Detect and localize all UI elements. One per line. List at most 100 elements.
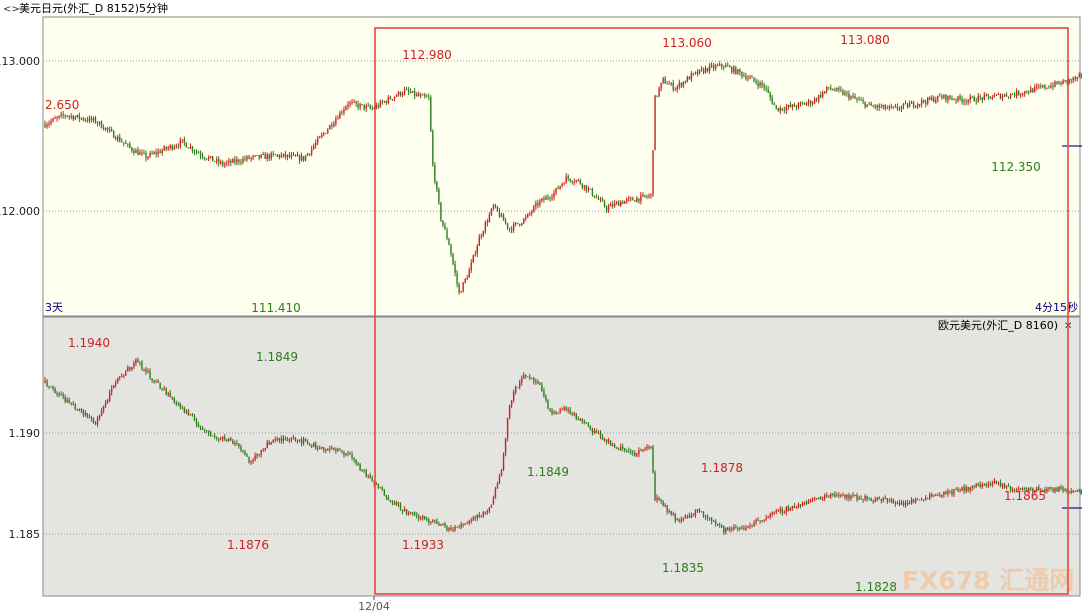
candle-body — [864, 101, 866, 107]
candle-body — [579, 418, 581, 420]
candle-body — [139, 152, 141, 155]
candle-body — [706, 67, 709, 71]
candle-body — [123, 375, 125, 377]
candle-body — [650, 194, 652, 196]
candle-body — [1066, 489, 1068, 492]
candle-body — [674, 513, 676, 521]
candle-body — [1001, 96, 1004, 99]
candle-body — [460, 291, 462, 293]
candle-body — [472, 255, 474, 263]
candle-body — [48, 123, 50, 125]
candle-body — [559, 186, 561, 189]
candle-body — [498, 211, 501, 217]
candle-body — [710, 517, 713, 522]
candle-body — [218, 159, 220, 164]
candle-body — [765, 517, 767, 520]
candle-body — [563, 183, 565, 185]
candle-body — [834, 90, 836, 92]
top-panel — [42, 16, 1081, 317]
candle-body — [844, 494, 846, 498]
candle-body — [628, 450, 630, 452]
candle-body — [904, 103, 907, 105]
candle-body — [733, 527, 735, 530]
candle-body — [476, 245, 478, 254]
candle-body — [409, 91, 412, 93]
candle-body — [420, 95, 422, 97]
candle-body — [288, 154, 291, 157]
candle-body — [440, 524, 442, 526]
candle-body — [872, 501, 874, 502]
candle-body — [1048, 487, 1050, 489]
candle-body — [1003, 94, 1006, 97]
candle-body — [133, 150, 135, 153]
candle-body — [698, 509, 701, 512]
candle-body — [1072, 490, 1074, 493]
candle-body — [270, 442, 272, 445]
candle-body — [561, 409, 563, 411]
candle-body — [779, 108, 781, 112]
candle-body — [218, 438, 220, 440]
candle-body — [527, 376, 529, 378]
candle-body — [868, 498, 870, 500]
candle-body — [472, 517, 474, 521]
candle-body — [870, 103, 872, 106]
candle-body — [462, 282, 464, 292]
candle-body — [106, 127, 109, 130]
candle-body — [955, 488, 957, 490]
candle-body — [478, 236, 480, 246]
candle-body — [189, 414, 192, 416]
candle-body — [306, 153, 309, 156]
candle-body — [137, 150, 139, 155]
candle-body — [304, 439, 307, 442]
candle-body — [805, 103, 808, 105]
candle-body — [123, 142, 125, 144]
candle-body — [211, 435, 214, 437]
candle-body — [813, 498, 816, 500]
candle-body — [918, 499, 921, 501]
candle-body — [268, 154, 270, 159]
candle-body — [813, 98, 816, 103]
candle-body — [624, 448, 626, 451]
candle-body — [622, 201, 624, 204]
candle-body — [700, 69, 703, 70]
candle-body — [803, 103, 806, 105]
candle-body — [108, 392, 111, 401]
candle-body — [599, 199, 602, 201]
candle-body — [496, 483, 499, 489]
candle-body — [626, 450, 628, 451]
candle-body — [870, 499, 872, 502]
candle-body — [248, 156, 250, 159]
candle-body — [783, 109, 786, 111]
candle-body — [1052, 488, 1054, 492]
candle-body — [302, 439, 305, 444]
candle-body — [422, 94, 424, 96]
candle-body — [925, 497, 927, 501]
candle-body — [894, 106, 897, 108]
candle-body — [872, 105, 874, 107]
candle-body — [815, 498, 818, 499]
candle-body — [589, 188, 592, 190]
candle-body — [688, 76, 691, 80]
candle-body — [525, 375, 527, 377]
candle-body — [535, 381, 537, 382]
candle-body — [1007, 96, 1010, 98]
candle-body — [773, 103, 775, 106]
candle-body — [1044, 85, 1046, 89]
candle-body — [298, 155, 301, 161]
candle-body — [557, 187, 559, 189]
candle-body — [266, 442, 268, 449]
candle-body — [858, 498, 860, 500]
candle-body — [577, 179, 579, 181]
candle-body — [490, 208, 493, 215]
candle-body — [531, 377, 533, 379]
candle-body — [698, 69, 701, 75]
candle-body — [458, 526, 460, 528]
candle-body — [482, 512, 485, 516]
bottom-candles — [44, 357, 1082, 535]
candle-body — [179, 403, 182, 408]
collapse-arrows-icon[interactable]: <> — [3, 4, 20, 15]
candle-body — [878, 497, 880, 500]
candle-body — [1070, 490, 1072, 493]
candle-body — [240, 446, 242, 450]
candle-body — [353, 457, 355, 461]
